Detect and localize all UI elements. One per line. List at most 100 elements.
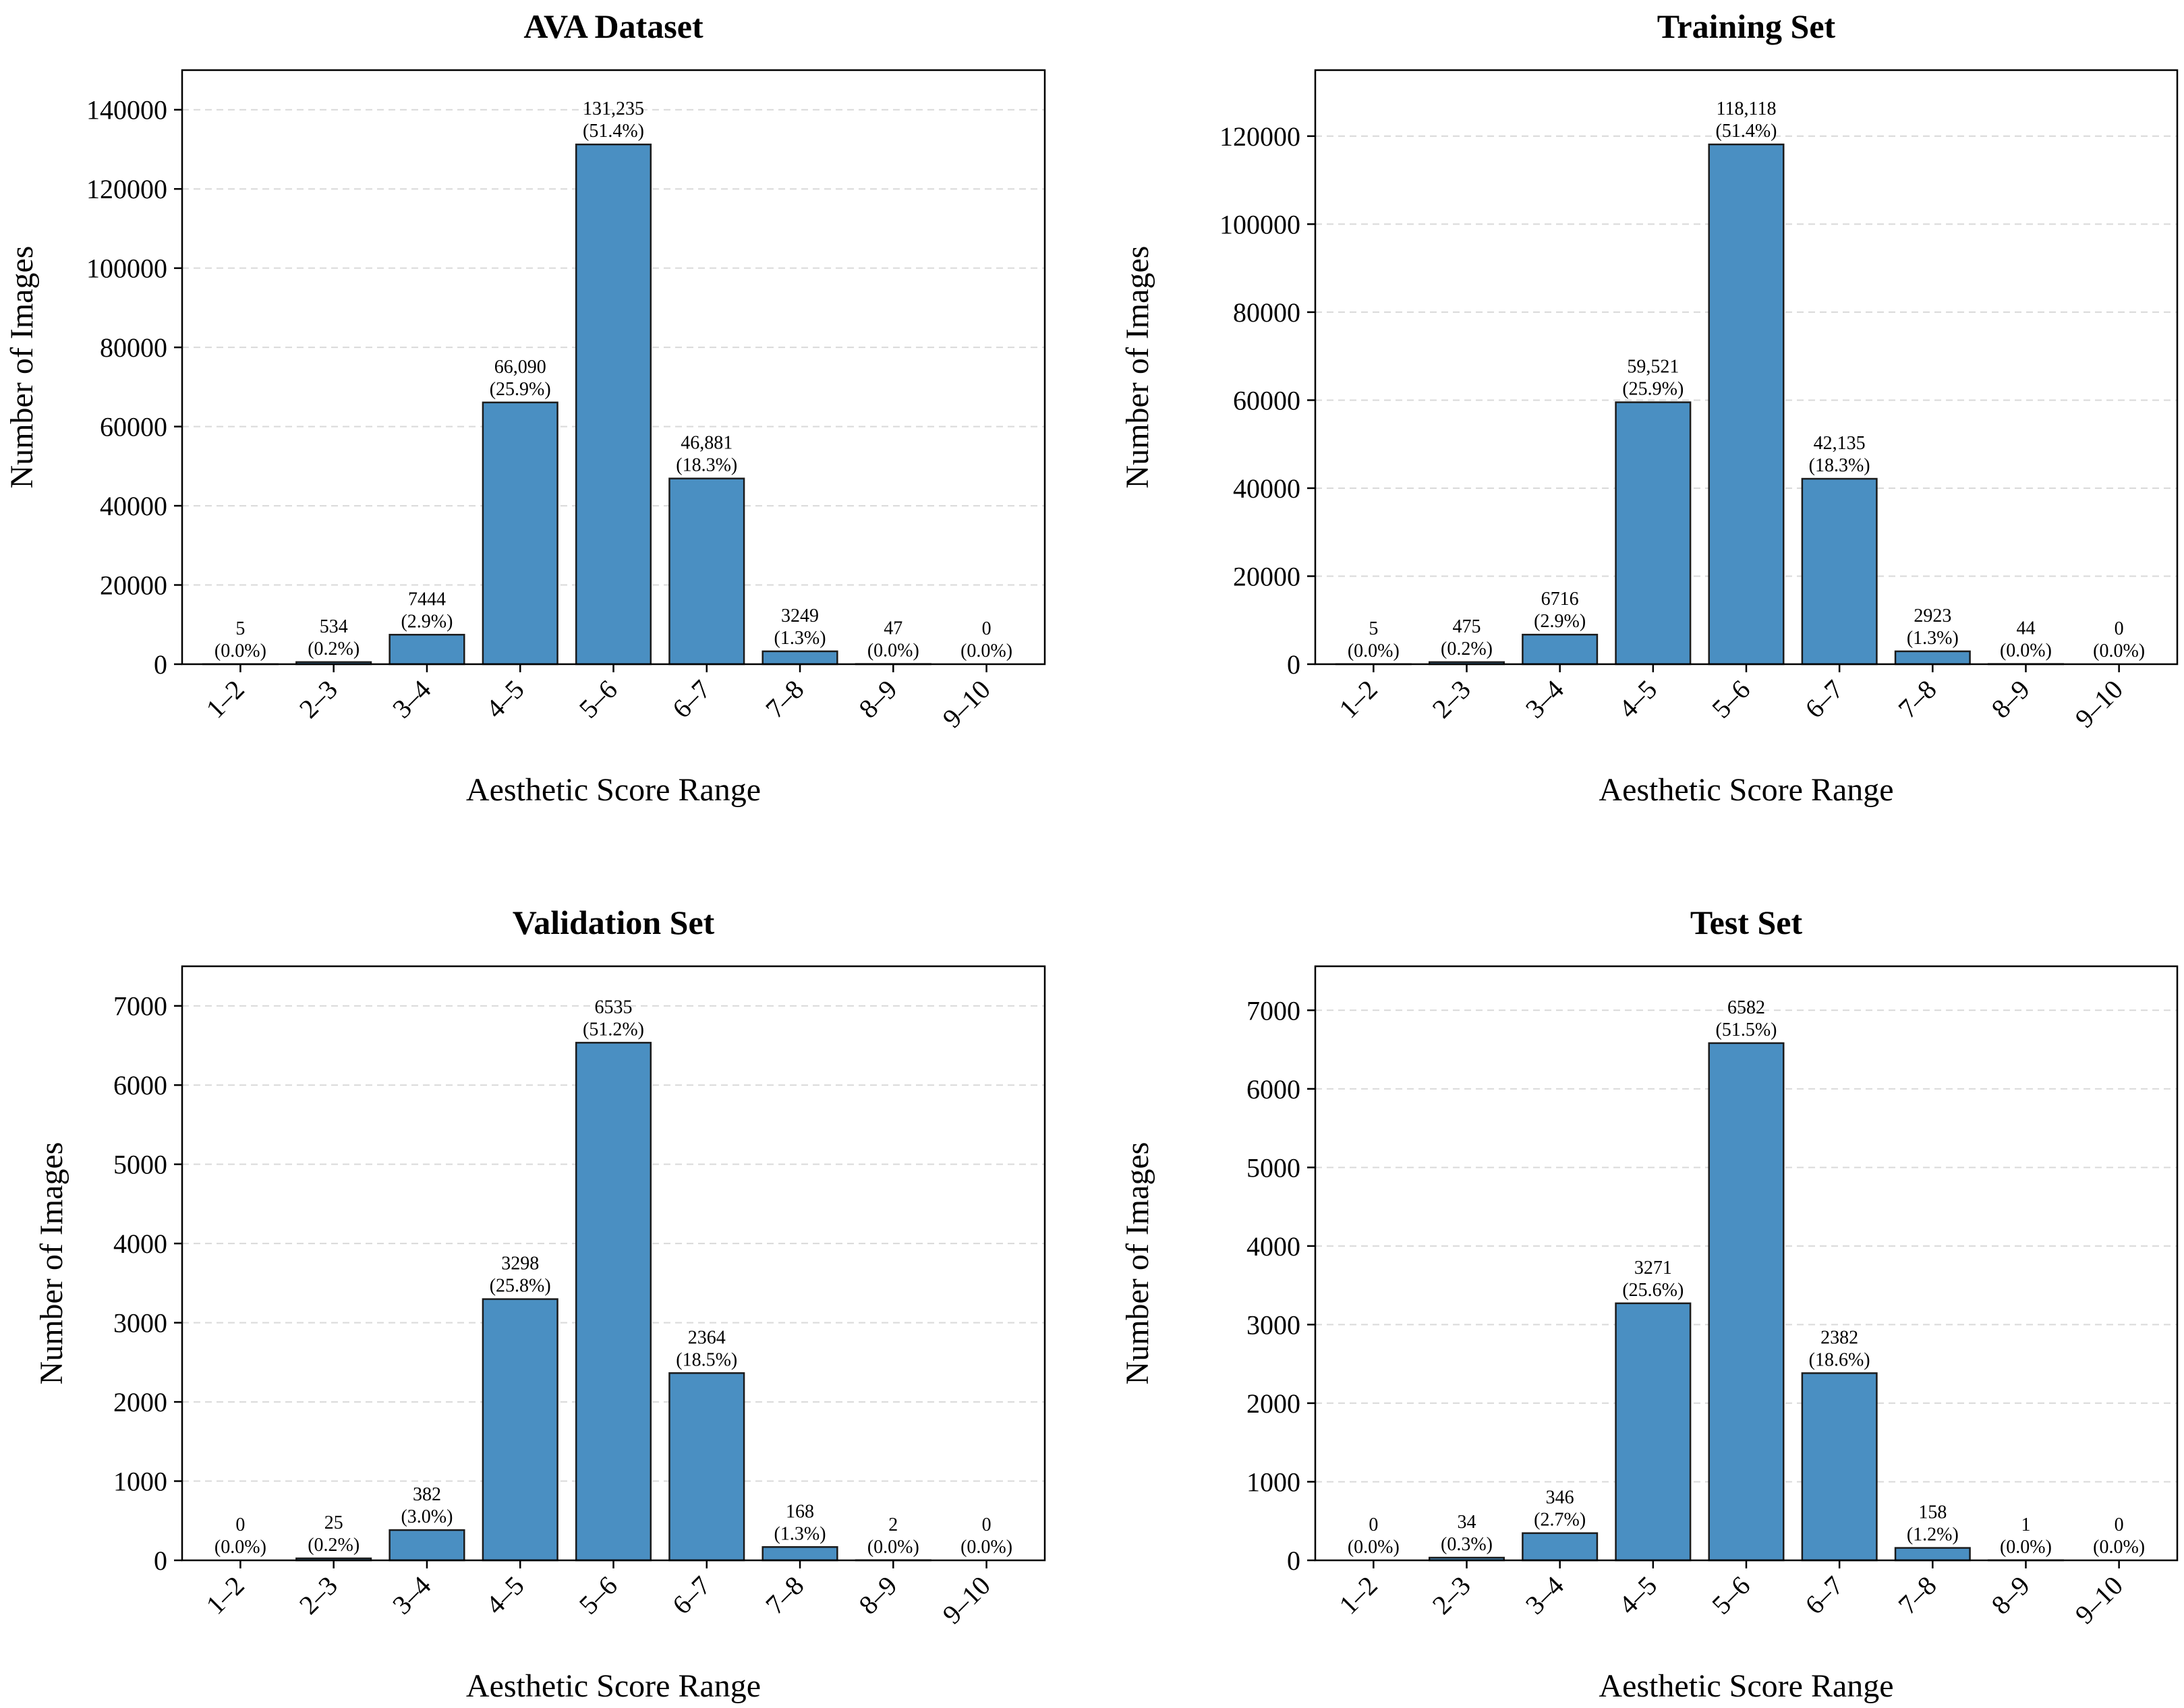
x-axis-label: Aesthetic Score Range [466,772,761,808]
plot-frame [1314,69,2179,666]
x-tick-label: 9–10 [937,1570,996,1630]
x-tick-label: 8–9 [853,1570,902,1620]
y-tick-label: 0 [1287,1545,1300,1576]
y-tick-label: 3000 [113,1308,167,1338]
bar-value-label: 5 [235,618,245,639]
y-tick-label: 40000 [1233,473,1300,504]
x-tick-label: 8–9 [1986,674,2036,724]
bar-percent-label: (0.0%) [867,641,919,661]
bar-percent-label: (0.0%) [1348,1537,1400,1558]
bar-percent-label: (51.4%) [1716,121,1777,142]
y-tick-label: 120000 [1219,121,1300,152]
bar-percent-label: (0.0%) [2093,1537,2145,1558]
y-tick-label: 20000 [100,570,167,601]
x-tick-label: 4–5 [1613,674,1663,724]
y-axis-label: Number of Images [34,1142,69,1385]
bar-value-label: 25 [324,1512,343,1533]
bar-percent-label: (51.2%) [583,1019,644,1040]
bar-value-label: 44 [2016,618,2035,639]
bar-percent-label: (25.9%) [490,379,551,400]
y-tick-label: 120000 [86,174,167,204]
x-tick-label: 2–3 [1427,674,1476,724]
y-tick-label: 20000 [1233,561,1300,591]
y-tick-label: 0 [154,1545,167,1576]
bar-percent-label: (0.0%) [960,1537,1012,1558]
y-axis-label: Number of Images [1120,1142,1155,1385]
y-axis-label: Number of Images [4,246,40,489]
bar-value-label: 2364 [688,1327,726,1348]
bar-percent-label: (2.7%) [1534,1510,1586,1531]
bar-4 [1615,1302,1692,1562]
y-tick-label: 80000 [100,332,167,363]
y-tick-label: 40000 [100,491,167,521]
bar-value-label: 0 [235,1514,245,1535]
bar-value-label: 2 [888,1514,898,1535]
plot-frame [181,965,1046,1562]
x-tick-label: 1–2 [1333,1570,1383,1620]
x-tick-label: 5–6 [1706,674,1756,724]
bar-5 [575,1042,652,1562]
bar-percent-label: (18.3%) [1809,455,1870,476]
bar-percent-label: (25.9%) [1622,379,1684,400]
bar-percent-label: (0.0%) [2000,641,2052,661]
bar-5 [575,143,652,666]
bar-value-label: 534 [320,616,348,637]
x-tick-label: 5–6 [573,1570,623,1620]
plot-frame [181,69,1046,666]
bar-3 [389,634,465,666]
bar-percent-label: (0.0%) [867,1537,919,1558]
x-tick-label: 6–7 [666,674,716,724]
x-tick-label: 5–6 [573,674,623,724]
bar-6 [668,1372,745,1562]
bar-percent-label: (0.2%) [308,1535,360,1556]
bar-value-label: 3298 [501,1254,539,1274]
y-tick-label: 6000 [1246,1074,1300,1105]
x-tick-label: 9–10 [2069,1570,2129,1630]
x-tick-label: 7–8 [1892,1570,1942,1620]
bar-value-label: 6716 [1541,589,1579,610]
chart-panel-1: 5(0.0%)1–2534(0.2%)2–37444(2.9%)3–466,09… [4,7,1046,808]
x-tick-label: 7–8 [759,1570,809,1620]
bar-value-label: 0 [982,1514,992,1535]
bar-percent-label: (0.0%) [2000,1537,2052,1558]
y-tick-label: 1000 [1246,1467,1300,1497]
x-axis-label: Aesthetic Score Range [1599,1668,1893,1704]
x-tick-label: 6–7 [1799,674,1849,724]
bar-value-label: 7444 [408,589,446,610]
chart-title: Validation Set [513,904,715,941]
bar-percent-label: (18.3%) [676,455,737,476]
bar-percent-label: (51.5%) [1716,1020,1777,1040]
bar-value-label: 346 [1546,1488,1574,1508]
bar-6 [1801,477,1878,666]
x-tick-label: 2–3 [293,1570,343,1620]
bar-4 [1615,401,1692,666]
bar-percent-label: (0.0%) [214,641,266,661]
bar-value-label: 6535 [595,997,633,1018]
y-tick-label: 3000 [1246,1309,1300,1340]
chart-title: Test Set [1690,904,1803,941]
bar-percent-label: (25.8%) [490,1276,551,1297]
bar-percent-label: (51.4%) [583,121,644,142]
y-tick-label: 100000 [86,254,167,284]
bar-value-label: 42,135 [1814,433,1866,454]
chart-panel-3: 0(0.0%)1–225(0.2%)2–3382(3.0%)3–43298(25… [34,904,1046,1704]
bar-value-label: 1 [2021,1514,2030,1535]
chart-title: Training Set [1657,7,1836,45]
bar-7 [761,650,838,666]
y-tick-label: 6000 [113,1070,167,1100]
y-tick-label: 80000 [1233,297,1300,328]
bar-percent-label: (25.6%) [1622,1280,1684,1301]
x-tick-label: 8–9 [1986,1570,2036,1620]
bar-value-label: 475 [1453,616,1481,637]
bar-3 [389,1529,465,1562]
bar-percent-label: (1.3%) [1907,628,1959,649]
x-tick-label: 1–2 [200,1570,250,1620]
y-tick-label: 140000 [86,95,167,125]
x-axis-label: Aesthetic Score Range [466,1668,761,1704]
bar-percent-label: (2.9%) [1534,611,1586,632]
bar-5 [1708,143,1785,666]
y-tick-label: 60000 [100,412,167,442]
x-tick-label: 1–2 [1333,674,1383,724]
y-tick-label: 4000 [113,1229,167,1259]
bar-percent-label: (3.0%) [401,1506,453,1527]
